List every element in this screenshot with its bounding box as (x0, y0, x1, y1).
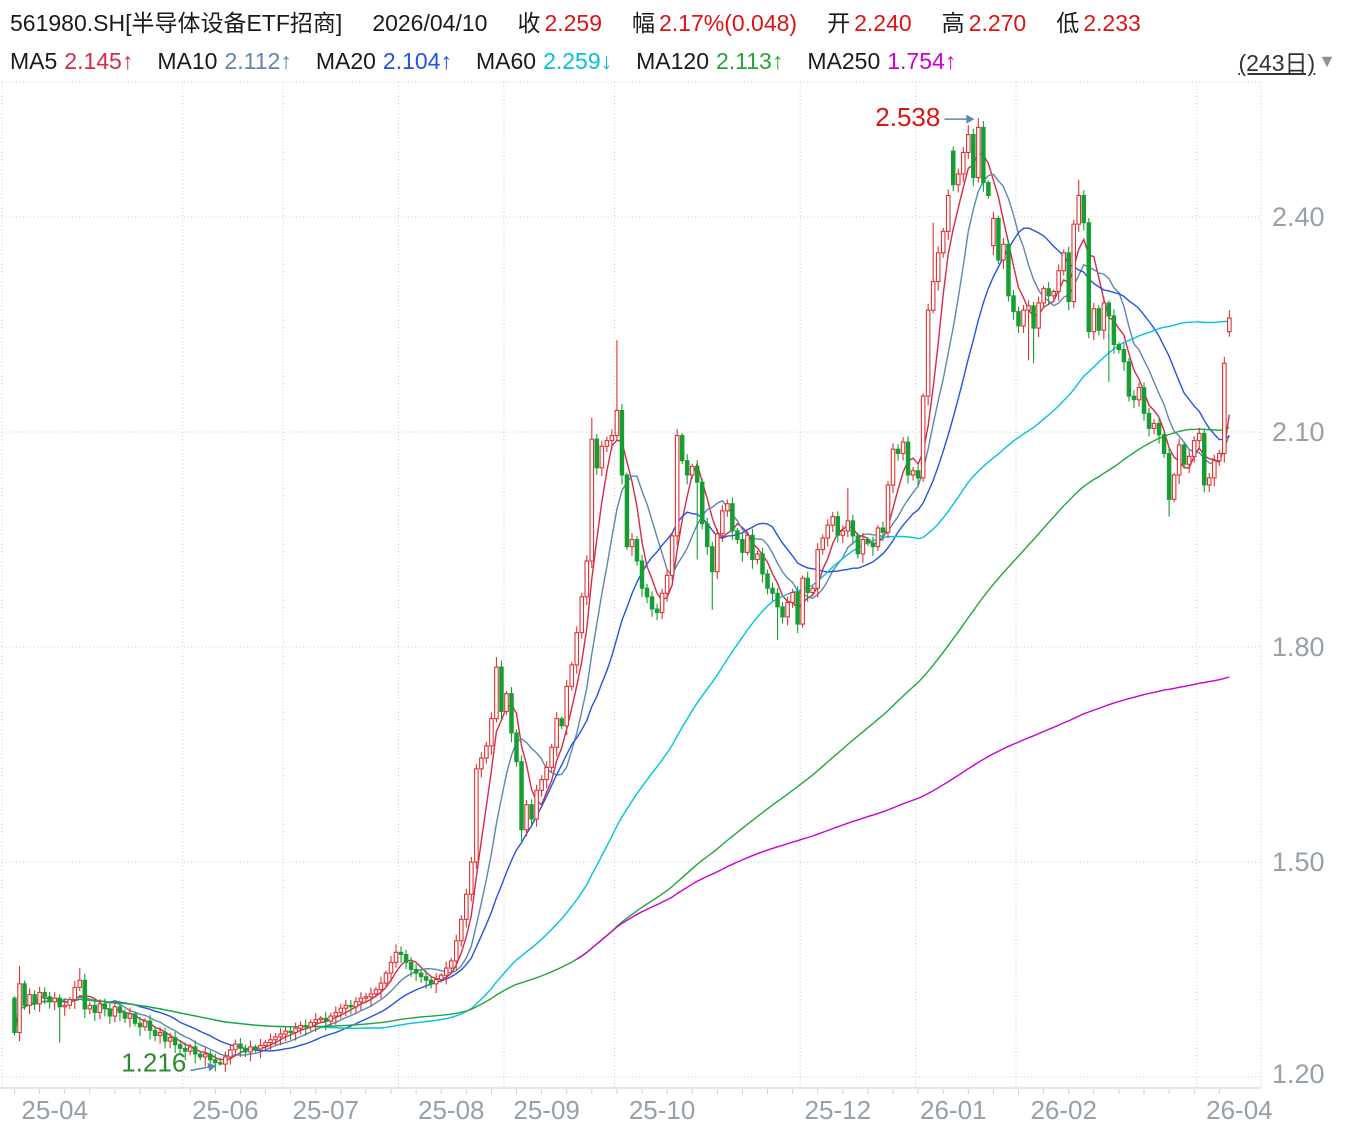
ma250-line (576, 676, 1230, 960)
ma-legend-items: MA5 2.145↑ MA10 2.112↑ MA20 2.104↑ MA60 2.259↓ M… (10, 48, 956, 75)
quote-field-value: 2.233 (1083, 10, 1141, 36)
quote-field-label: 幅 (632, 10, 655, 36)
quote-date: 2026/04/10 (372, 10, 488, 36)
quote-field-label: 收 (517, 10, 541, 36)
legend-ma60: MA60 2.259↓ (476, 48, 612, 75)
quote-field-label: 开 (827, 10, 851, 36)
x-axis-label: 25-07 (293, 1095, 360, 1125)
period-selector[interactable]: (243日) (1238, 50, 1316, 76)
quote-field-label: 高 (941, 10, 965, 36)
legend-value: 2.259↓ (543, 47, 613, 74)
annotation-high: 2.538 (875, 102, 940, 132)
dropdown-icon[interactable]: ▼ (1318, 50, 1336, 71)
x-axis-label: 25-06 (192, 1095, 259, 1125)
legend-value: 1.754↑ (887, 47, 957, 74)
x-axis-label: 26-02 (1030, 1095, 1097, 1125)
quote-field-high: 高 2.270 (942, 4, 1027, 38)
quote-field-close: 收 2.259 (517, 4, 602, 38)
quote-fields: 收 2.259 幅 2.17%(0.048) 开 2.240 高 2.270 低 2.233 (517, 4, 1140, 38)
legend-ma10: MA10 2.112↑ (157, 48, 291, 75)
legend-ma20: MA20 2.104↑ (316, 48, 452, 75)
instrument-title: 561980.SH[半导体设备ETF招商] (10, 10, 343, 36)
ma10-line (13, 173, 1230, 1057)
header-row: 561980.SH[半导体设备ETF招商] 2026/04/10 收 2.259 幅… (10, 4, 1350, 38)
legend-value: 2.113↑ (716, 47, 784, 74)
x-axis-label: 25-08 (418, 1095, 485, 1125)
x-axis-label: 26-01 (920, 1095, 987, 1125)
legend-label: MA5 (10, 47, 58, 74)
legend-label: MA10 (157, 47, 218, 74)
quote-field-value: 2.259 (544, 10, 602, 36)
quote-field-low: 低 2.233 (1056, 4, 1141, 38)
quote-field-value: 2.270 (968, 10, 1027, 36)
quote-field-value: 2.240 (854, 10, 912, 36)
x-axis-label: 25-09 (513, 1095, 580, 1125)
ma20-line (13, 227, 1230, 1052)
legend-ma5: MA5 2.145↑ (10, 48, 133, 75)
x-axis-label: 25-12 (805, 1095, 872, 1125)
quote-field-label: 低 (1056, 10, 1080, 36)
annotation-high-arrow (966, 114, 975, 124)
quote-field-change: 幅 2.17%(0.048) (632, 4, 797, 38)
legend-label: MA120 (636, 47, 709, 74)
annotation-low-arrow (207, 1063, 217, 1072)
ma120-line (13, 426, 1230, 1033)
legend-value: 2.145↑ (64, 47, 134, 74)
legend-ma120: MA120 2.113↑ (636, 48, 783, 75)
y-axis-label: 1.20 (1272, 1059, 1325, 1089)
legend-ma250: MA250 1.754↑ (807, 48, 956, 75)
legend-label: MA250 (807, 47, 881, 74)
y-axis-label: 1.50 (1272, 847, 1325, 877)
annotation-low: 1.216 (121, 1048, 186, 1078)
legend-label: MA60 (475, 47, 537, 74)
quote-field-value: 2.17%(0.048) (659, 10, 798, 36)
y-axis-label: 2.40 (1272, 202, 1325, 232)
legend-value: 2.104↑ (382, 47, 452, 74)
legend-value: 2.112↑ (224, 47, 292, 74)
y-axis-label: 2.10 (1272, 417, 1325, 447)
x-axis-label: 26-04 (1206, 1095, 1273, 1125)
ma-legend-row: MA5 2.145↑ MA10 2.112↑ MA20 2.104↑ MA60 2.259↓ M… (10, 44, 1336, 78)
x-axis-label: 25-10 (629, 1095, 696, 1125)
legend-label: MA20 (315, 47, 376, 74)
y-axis-label: 1.80 (1272, 632, 1325, 662)
quote-field-open: 开 2.240 (827, 4, 912, 38)
period-selector-wrap: (243日) ▼ (1238, 44, 1336, 78)
x-axis-label: 25-04 (21, 1095, 88, 1125)
